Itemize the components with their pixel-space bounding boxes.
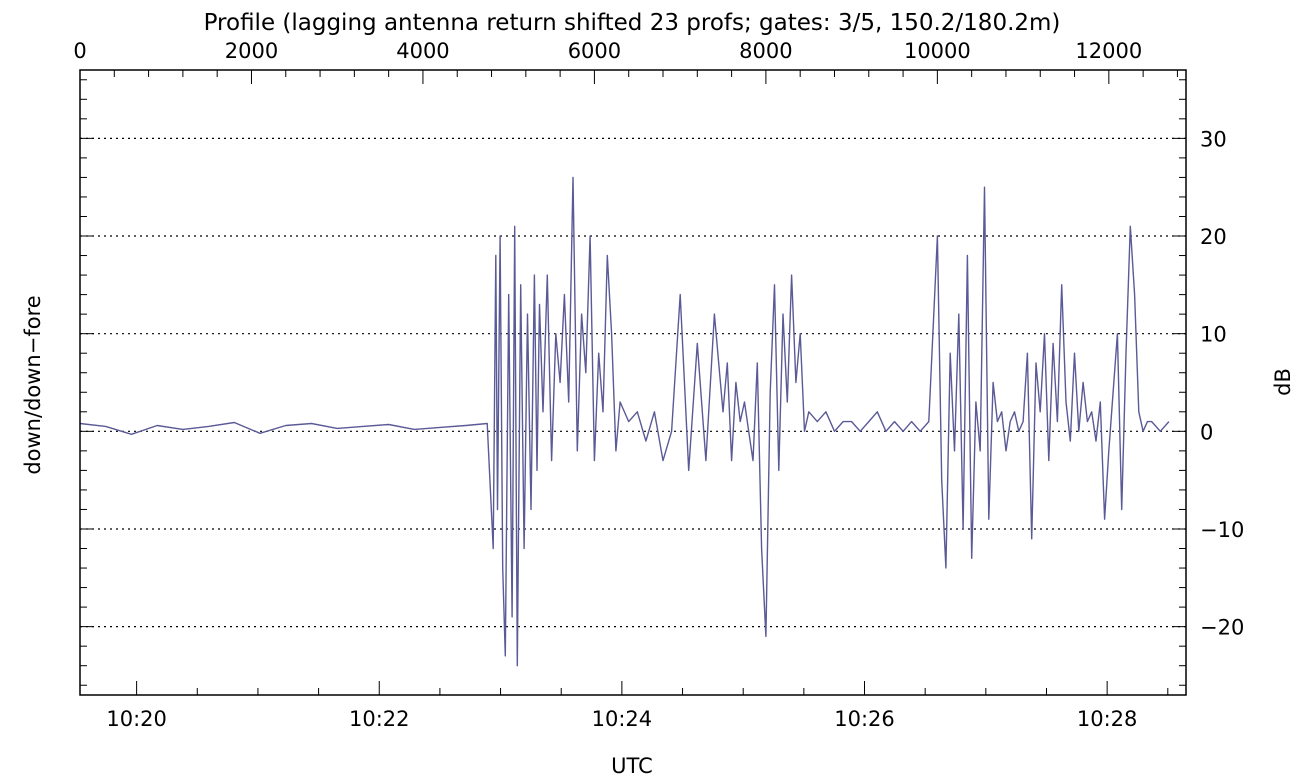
x-top-tick-label: 0: [73, 39, 86, 63]
x-top-tick-label: 10000: [904, 39, 971, 63]
series-line: [79, 176, 1170, 667]
x-bottom-tick-label: 10:24: [592, 707, 653, 731]
y-tick-label: −10: [1200, 518, 1244, 542]
y-gridlines: [80, 137, 1186, 628]
x-bottom-tick-label: 10:26: [834, 707, 895, 731]
y-tick-label: 20: [1200, 225, 1227, 249]
series-group: [79, 176, 1170, 667]
axis-ticks: [79, 70, 1186, 695]
x-bottom-tick-label: 10:20: [106, 707, 167, 731]
x-bottom-tick-label: 10:22: [349, 707, 410, 731]
tick-labels: −20 −10 0 10 20 30 0 2000 4000 6000 8000 10000 12000…: [73, 39, 1244, 731]
chart-title: Profile (lagging antenna return shifted …: [204, 10, 1061, 36]
x-top-tick-label: 12000: [1075, 39, 1142, 63]
x-top-tick-label: 6000: [568, 39, 621, 63]
x-bottom-tick-label: 10:28: [1077, 707, 1138, 731]
plot-frame: [79, 69, 1187, 696]
y-tick-label: −20: [1200, 616, 1244, 640]
x-axis-label: UTC: [611, 754, 653, 778]
y-tick-label: 10: [1200, 323, 1227, 347]
y-tick-label: 0: [1200, 420, 1213, 444]
x-top-tick-label: 2000: [225, 39, 278, 63]
x-top-tick-label: 4000: [396, 39, 449, 63]
y-axis-label-right: dB: [1271, 368, 1295, 396]
y-axis-label-left: down/down−fore: [21, 295, 45, 474]
x-top-tick-label: 8000: [739, 39, 792, 63]
y-tick-label: 30: [1200, 127, 1227, 151]
